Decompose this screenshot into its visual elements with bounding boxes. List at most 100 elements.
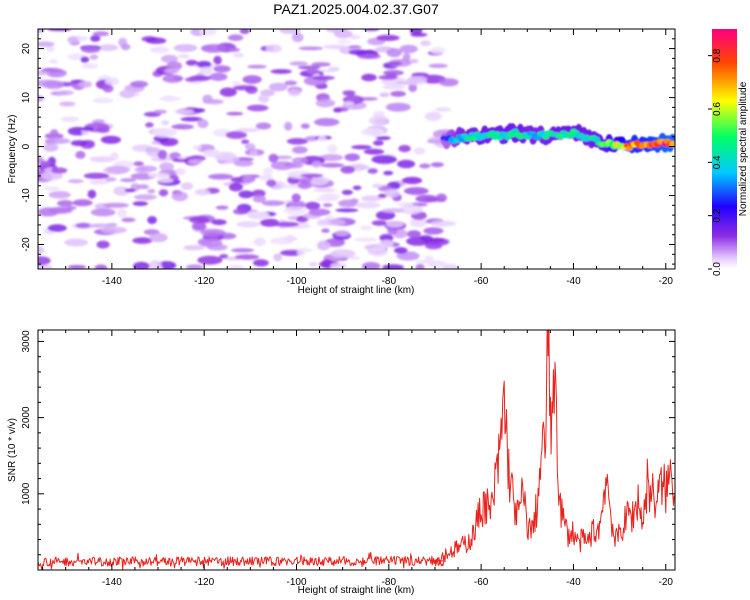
heatmap-noise-cell bbox=[268, 82, 288, 92]
heatmap-noise-cell bbox=[419, 163, 431, 169]
heatmap-noise-cell bbox=[48, 191, 71, 199]
heatmap-noise-cell bbox=[311, 161, 322, 168]
heatmap-noise-cell bbox=[284, 121, 293, 131]
heatmap-noise-cell bbox=[361, 127, 385, 137]
heatmap-noise-cell bbox=[409, 58, 419, 64]
heatmap-noise-cell bbox=[300, 123, 310, 129]
heatmap-noise-cell bbox=[340, 166, 356, 174]
heatmap-signal-ridge bbox=[440, 123, 675, 154]
heatmap-noise-cell bbox=[279, 29, 301, 34]
heatmap-noise-cell bbox=[399, 44, 418, 54]
heatmap-noise-cell bbox=[265, 44, 282, 53]
x-tick-label: -140 bbox=[102, 577, 122, 588]
heatmap-noise-cell bbox=[320, 163, 345, 168]
heatmap-noise-cell bbox=[164, 68, 180, 74]
heatmap-noise-cell bbox=[102, 84, 114, 93]
heatmap-noise-cell bbox=[174, 167, 186, 176]
heatmap-noise-cell bbox=[371, 183, 383, 189]
heatmap-noise-cell bbox=[351, 145, 372, 150]
heatmap-noise-cell bbox=[193, 108, 206, 113]
heatmap-noise-cell bbox=[213, 65, 231, 73]
spectrogram-y-ticks: -20 -10 0 10 20 bbox=[21, 28, 675, 265]
heatmap-noise-cell bbox=[247, 64, 267, 69]
heatmap-noise-cell bbox=[50, 129, 59, 136]
heatmap-noise-cell bbox=[124, 188, 136, 193]
heatmap-noise-cell bbox=[284, 205, 307, 215]
heatmap-noise-cell bbox=[78, 80, 92, 88]
heatmap-noise-cell bbox=[72, 199, 93, 207]
heatmap-noise-cells bbox=[38, 29, 459, 269]
heatmap-noise-cell bbox=[284, 80, 298, 86]
heatmap-noise-cell bbox=[238, 190, 254, 199]
heatmap-noise-cell bbox=[46, 68, 67, 78]
heatmap-noise-cell bbox=[149, 232, 168, 243]
snr-series-line bbox=[38, 330, 675, 570]
heatmap-noise-cell bbox=[259, 174, 274, 181]
y-tick-label: 2000 bbox=[21, 406, 32, 429]
heatmap-noise-cell bbox=[44, 133, 64, 139]
heatmap-noise-cell bbox=[344, 153, 361, 162]
chart-title: PAZ1.2025.004.02.37.G07 bbox=[273, 1, 439, 17]
heatmap-noise-cell bbox=[335, 208, 359, 213]
heatmap-noise-cell bbox=[196, 60, 212, 68]
heatmap-noise-cell bbox=[157, 178, 174, 183]
heatmap-noise-cell bbox=[348, 45, 362, 49]
x-tick-label: -80 bbox=[382, 276, 397, 287]
heatmap-noise-cell bbox=[48, 59, 59, 64]
heatmap-noise-cell bbox=[166, 61, 183, 71]
heatmap-noise-cell bbox=[385, 221, 404, 228]
heatmap-noise-cell bbox=[92, 97, 114, 104]
heatmap-noise-cell bbox=[300, 173, 324, 178]
heatmap-noise-cell bbox=[42, 80, 65, 89]
heatmap-noise-cell bbox=[149, 46, 170, 54]
heatmap-noise-cell bbox=[70, 140, 88, 147]
heatmap-noise-cell bbox=[236, 221, 261, 228]
heatmap-noise-cell bbox=[231, 248, 255, 253]
heatmap-noise-cell bbox=[436, 193, 447, 203]
heatmap-noise-cell bbox=[44, 137, 71, 144]
heatmap-noise-cell bbox=[208, 173, 234, 180]
heatmap-noise-cell bbox=[173, 44, 198, 52]
heatmap-noise-cell bbox=[367, 247, 388, 257]
heatmap-noise-cell bbox=[188, 158, 203, 165]
heatmap-noise-cell bbox=[103, 202, 130, 208]
heatmap-noise-cell bbox=[145, 37, 167, 44]
heatmap-noise-cell bbox=[363, 148, 385, 155]
heatmap-noise-cell bbox=[335, 230, 350, 237]
heatmap-noise-cell bbox=[377, 193, 387, 198]
heatmap-noise-cell bbox=[202, 149, 220, 158]
heatmap-noise-cell bbox=[359, 225, 373, 231]
heatmap-noise-cell bbox=[113, 186, 130, 196]
snr-panel: -140 -120 -100 -80 -60 -40 -20 1000 2000 3000 He… bbox=[7, 329, 676, 596]
heatmap-noise-cell bbox=[298, 46, 324, 51]
heatmap-noise-cell bbox=[253, 237, 266, 247]
heatmap-noise-cell bbox=[119, 89, 135, 99]
heatmap-noise-cell bbox=[357, 53, 381, 59]
heatmap-noise-cell bbox=[268, 153, 279, 163]
heatmap-noise-cell bbox=[400, 253, 420, 259]
heatmap-noise-cell bbox=[330, 249, 356, 259]
heatmap-noise-cell bbox=[133, 261, 150, 269]
heatmap-noise-cell bbox=[233, 208, 249, 215]
heatmap-ridge-cell bbox=[669, 140, 675, 147]
heatmap-noise-cell bbox=[96, 240, 110, 249]
heatmap-noise-cell bbox=[67, 265, 87, 269]
heatmap-noise-cell bbox=[67, 179, 84, 184]
heatmap-noise-cell bbox=[239, 29, 250, 34]
heatmap-noise-cell bbox=[87, 189, 97, 199]
heatmap-noise-cell bbox=[273, 253, 283, 262]
heatmap-noise-cell bbox=[349, 198, 359, 204]
heatmap-noise-cell bbox=[322, 203, 333, 208]
spectrogram-x-label: Height of straight line (km) bbox=[298, 285, 415, 296]
heatmap-noise-cell bbox=[424, 111, 442, 122]
heatmap-noise-cell bbox=[381, 208, 405, 213]
heatmap-noise-cell bbox=[213, 55, 222, 65]
heatmap-noise-cell bbox=[398, 145, 411, 153]
heatmap-noise-cell bbox=[180, 116, 203, 122]
heatmap-noise-cell bbox=[215, 205, 229, 210]
heatmap-noise-cell bbox=[413, 147, 426, 155]
heatmap-noise-cell bbox=[234, 254, 260, 260]
colorbar: 0.0 0.2 0.4 0.6 0.8 Normalized spectral ampl… bbox=[708, 29, 749, 276]
heatmap-noise-cell bbox=[228, 182, 243, 192]
